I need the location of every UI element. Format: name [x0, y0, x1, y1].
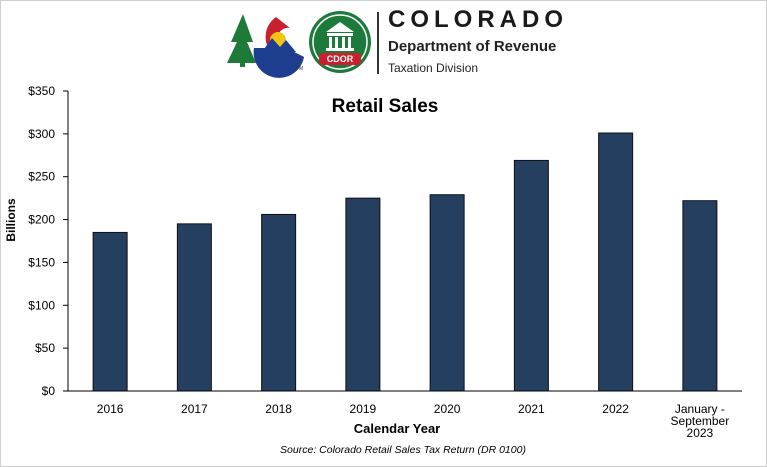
bar [345, 197, 381, 392]
header-separator [377, 12, 379, 74]
seal-label: CDOR [327, 54, 354, 64]
x-tick-label: 2018 [265, 402, 292, 416]
y-tick-label: $100 [28, 298, 55, 312]
source-note: Source: Colorado Retail Sales Tax Return… [280, 444, 526, 456]
x-tick-label: 2021 [518, 402, 545, 416]
bar [429, 194, 465, 392]
bar [176, 223, 212, 392]
x-tick-label: 2016 [97, 402, 124, 416]
x-tick-label: 2019 [350, 402, 377, 416]
bar [92, 231, 128, 392]
y-tick-label: $350 [28, 84, 55, 98]
trademark-mark: TM [296, 66, 303, 72]
colorado-logo-icon [227, 14, 304, 78]
x-tick-label: January - [675, 402, 725, 416]
bar [682, 200, 718, 392]
bar [598, 132, 634, 392]
y-tick-label: $150 [28, 255, 55, 269]
y-tick-label: $0 [42, 384, 56, 398]
x-tick-label: 2017 [181, 402, 208, 416]
header: CDOR TM COLORADO Department of Revenue T… [0, 0, 767, 85]
org-name: COLORADO [388, 6, 568, 33]
y-tick-label: $300 [28, 127, 55, 141]
chart-title: Retail Sales [332, 96, 439, 117]
x-tick-label: 2020 [434, 402, 461, 416]
division-name: Taxation Division [388, 61, 479, 75]
logo-graphics: CDOR TM [227, 11, 371, 78]
x-axis-label: Calendar Year [354, 421, 440, 436]
x-axis-ticks: 2016 2017 2018 2019 2020 2021 2022 January -Sep… [97, 402, 729, 440]
cdor-seal-icon [309, 11, 371, 73]
y-tick-label: $50 [35, 341, 55, 355]
y-tick-label: $200 [28, 213, 55, 227]
brand-text: COLORADO Department of Revenue Taxation … [388, 6, 568, 75]
bars [92, 132, 718, 392]
bar [261, 213, 297, 392]
x-tick-label: 2023 [687, 426, 714, 440]
x-tick-label: September [671, 414, 730, 428]
y-axis-label: Billions [4, 198, 18, 242]
y-tick-label: $250 [28, 170, 55, 184]
y-axis-ticks: $0 $50 $100 $150 $200 $250 $300 $350 [28, 84, 68, 398]
department-name: Department of Revenue [388, 38, 557, 55]
x-tick-label: 2022 [602, 402, 629, 416]
bar [513, 159, 549, 392]
